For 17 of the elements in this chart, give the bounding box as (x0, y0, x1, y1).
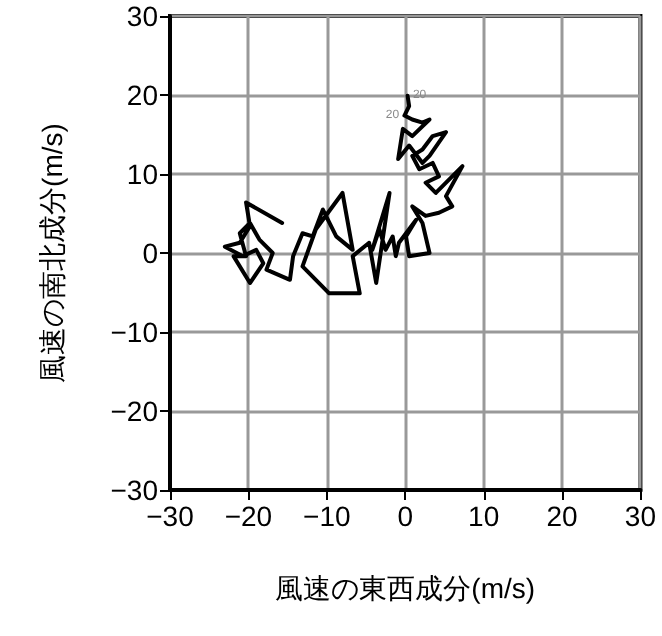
x-tick-label: 20 (546, 500, 579, 532)
y-tick-label: 10 (126, 158, 159, 190)
x-tick-label: −30 (146, 500, 195, 532)
y-axis-title: 風速の南北成分(m/s) (36, 123, 68, 383)
y-tick-label: 0 (142, 237, 159, 269)
y-tick-label: 30 (126, 0, 159, 32)
y-tick-label: −20 (110, 395, 159, 427)
x-tick-label: 10 (468, 500, 500, 532)
y-tick-label: 20 (126, 79, 159, 111)
line-series (222, 93, 465, 296)
x-tick-label: −20 (224, 500, 273, 532)
x-tick-label: 0 (397, 500, 414, 532)
x-tick-label: 30 (624, 500, 657, 532)
x-tick-label: −10 (303, 500, 351, 532)
y-tick-label: −10 (110, 316, 159, 348)
y-tick-label: −30 (110, 474, 159, 506)
x-axis-title: 風速の東西成分(m/s) (275, 572, 536, 604)
